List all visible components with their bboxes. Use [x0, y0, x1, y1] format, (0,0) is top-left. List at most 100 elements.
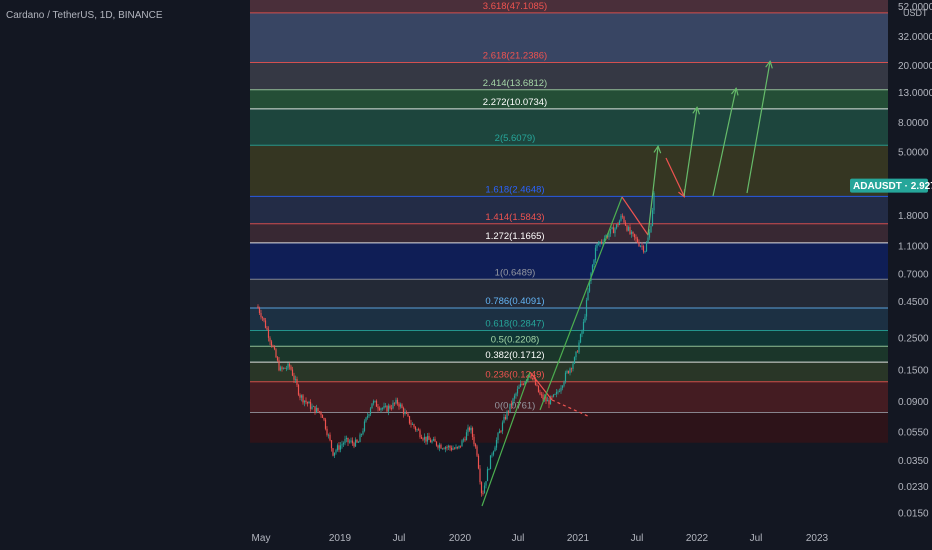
candle-body [320, 412, 322, 415]
price-axis-ticks: 52.0000 32.0000 20.0000 13.0000 8.0000 5.0000… [898, 2, 932, 520]
candle-body [650, 225, 652, 233]
candle-body [323, 417, 325, 420]
candle-body [614, 228, 616, 234]
candle-body [278, 360, 280, 371]
trend-line [665, 157, 684, 196]
time-tick: Jul [393, 533, 406, 544]
candles [257, 191, 655, 497]
candle-body [333, 452, 336, 456]
candle-body [281, 367, 283, 369]
time-axis-ticks: May 2019 Jul 2020 Jul 2021 Jul 2022 Jul 2023 [252, 533, 829, 544]
candle-body [539, 392, 541, 395]
fib-band [250, 307, 888, 331]
candle-body [354, 439, 357, 447]
candle-body [363, 421, 366, 431]
candle-body [531, 377, 534, 379]
candle-body [296, 378, 298, 385]
price-tick: 0.0150 [898, 508, 929, 519]
candle-body [488, 469, 490, 470]
fib-band [250, 242, 888, 280]
candle-body [615, 224, 618, 229]
candle-body [404, 412, 406, 415]
candle-body [423, 436, 426, 440]
candle-body [576, 351, 579, 353]
price-axis[interactable] [888, 0, 932, 520]
candle-body [575, 351, 577, 358]
candle-body [267, 329, 270, 338]
candle-body [518, 386, 520, 389]
candle-body [270, 341, 273, 346]
trend-line [683, 108, 697, 197]
candle-body [318, 411, 321, 413]
candle-body [407, 413, 409, 417]
fib-label: 2.272(10.0734) [483, 97, 547, 108]
candle-body [600, 241, 603, 243]
candle-body [587, 291, 589, 301]
candle-body [371, 403, 373, 409]
candle-body [455, 446, 457, 449]
price-tick: 1.1000 [898, 241, 929, 252]
candle-body [389, 405, 391, 409]
candle-body [303, 400, 306, 403]
candle-body [351, 440, 354, 444]
time-tick: 2023 [806, 533, 829, 544]
candle-body [533, 378, 535, 380]
candle-body [620, 215, 622, 221]
last-price-text: ADAUSDT · 2.9275 [853, 181, 932, 192]
candle-body [399, 404, 402, 407]
candle-body [605, 235, 607, 239]
candle-body [372, 401, 375, 404]
candle-body [495, 439, 498, 448]
candle-body [549, 396, 552, 405]
candle-body [486, 469, 489, 482]
price-tick: 20.0000 [898, 61, 932, 72]
fib-label: 3.618(47.1085) [483, 1, 547, 12]
candle-body [498, 431, 501, 434]
candle-body [449, 445, 451, 448]
candle-body [485, 481, 487, 486]
candle-body [617, 224, 619, 226]
fib-band [250, 223, 888, 243]
candle-body [497, 433, 499, 440]
candle-body [263, 317, 265, 321]
candle-body [359, 434, 361, 443]
fib-bands [250, 0, 888, 443]
candle-body [564, 372, 567, 382]
candle-body [632, 231, 634, 234]
candle-body [335, 450, 337, 453]
fib-label: 1.618(2.4648) [485, 184, 544, 195]
candle-body [618, 220, 621, 226]
trend-line [621, 196, 649, 236]
candle-body [585, 300, 588, 317]
candle-body [405, 412, 408, 414]
candle-body [545, 397, 547, 402]
candle-body [477, 455, 480, 469]
candle-body [515, 393, 517, 396]
candle-body [446, 447, 448, 448]
candle-body [357, 442, 360, 443]
candle-body [627, 227, 630, 231]
candle-body [269, 337, 271, 342]
candle-body [572, 363, 574, 369]
time-axis[interactable] [0, 520, 932, 550]
fib-band [250, 145, 888, 197]
time-tick: 2019 [329, 533, 352, 544]
candle-body [524, 381, 526, 385]
candle-body [428, 436, 430, 440]
candle-body [473, 436, 475, 445]
candle-body [401, 404, 403, 409]
candle-body [623, 216, 625, 223]
time-tick: 2020 [449, 533, 472, 544]
candle-body [582, 321, 585, 332]
candle-body [558, 391, 561, 393]
candle-body [507, 411, 510, 413]
trend-line [551, 399, 591, 418]
price-tick: 0.7000 [898, 270, 929, 281]
fib-band [250, 279, 888, 308]
candle-body [315, 407, 318, 413]
candle-body [596, 244, 598, 248]
candle-body [342, 443, 345, 445]
candle-body [419, 430, 421, 438]
candle-body [563, 381, 565, 386]
